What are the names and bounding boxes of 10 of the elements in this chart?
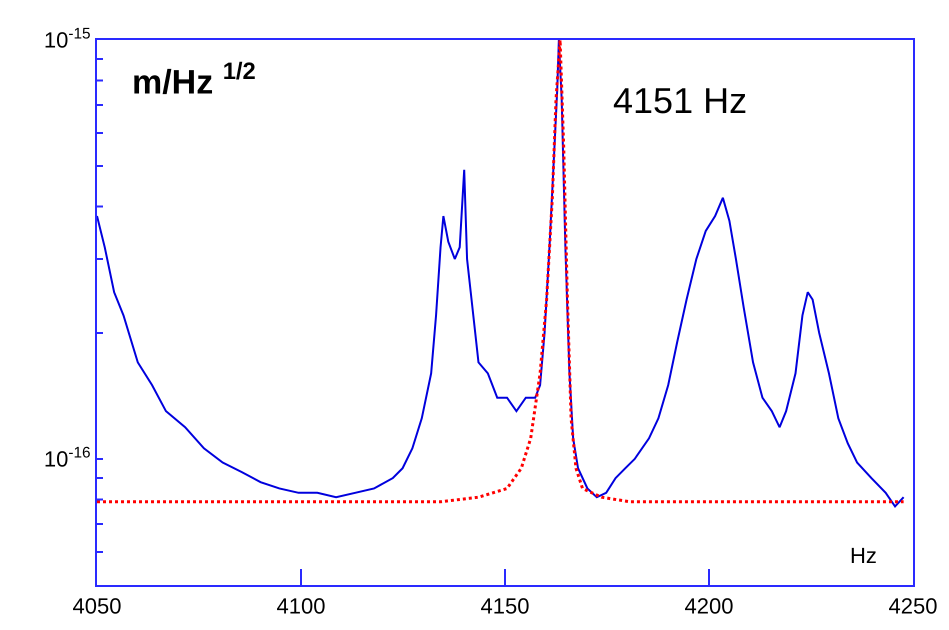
annotation: 4151 Hz: [613, 80, 748, 121]
x-tick-label: 4050: [72, 593, 122, 618]
x-tick-label: 4150: [480, 593, 530, 618]
annotation: m/Hz $^{1/2}$: [132, 58, 256, 102]
x-tick-label: 4250: [888, 593, 938, 618]
x-tick-label: 4100: [276, 593, 326, 618]
y-tick-label: 10$^{-15}$: [44, 25, 91, 53]
annotation: Hz: [850, 543, 877, 568]
y-tick-label: 10$^{-16}$: [44, 444, 91, 472]
x-tick-label: 4200: [684, 593, 734, 618]
